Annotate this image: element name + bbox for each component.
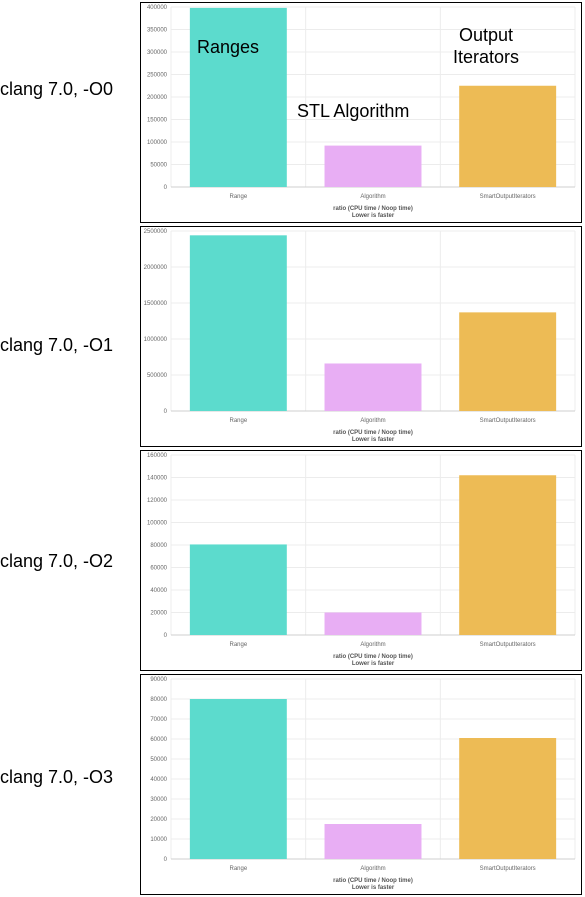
bar-algorithm xyxy=(324,363,422,411)
y-tick-label: 140000 xyxy=(147,476,168,482)
bar-range xyxy=(189,544,287,635)
y-tick-label: 160000 xyxy=(147,453,168,459)
y-tick-label: 400000 xyxy=(147,5,168,11)
y-tick-label: 0 xyxy=(164,185,168,191)
chart-panel-o3: 0 10000 20000 30000 40000 50000 60000 70000 8000… xyxy=(140,674,582,895)
x-axis-subtitle: Lower is faster xyxy=(352,213,395,219)
bar-algorithm xyxy=(324,824,422,859)
bar-smartoutputiterators xyxy=(459,312,557,411)
x-tick-label: SmartOutputIterators xyxy=(480,418,536,424)
annotation-stl-algorithm: STL Algorithm xyxy=(297,101,410,121)
bar-smartoutputiterators xyxy=(459,85,557,187)
y-tick-label: 80000 xyxy=(150,543,167,549)
row-label-o1: clang 7.0, -O1 xyxy=(0,335,114,355)
y-tick-label: 0 xyxy=(164,409,168,415)
x-tick-label: SmartOutputIterators xyxy=(480,866,536,872)
annotation-ranges: Ranges xyxy=(197,37,260,57)
x-axis-title: ratio (CPU time / Noop time) xyxy=(333,430,413,436)
x-axis-subtitle: Lower is faster xyxy=(352,437,395,443)
x-axis-title: ratio (CPU time / Noop time) xyxy=(333,654,413,660)
x-axis-title: ratio (CPU time / Noop time) xyxy=(333,206,413,212)
y-tick-label: 80000 xyxy=(150,697,167,703)
y-tick-label: 20000 xyxy=(150,817,167,823)
bar-range xyxy=(189,699,287,859)
x-tick-label: Algorithm xyxy=(360,866,385,872)
bar-smartoutputiterators xyxy=(459,738,557,859)
y-tick-label: 300000 xyxy=(147,50,168,56)
y-tick-label: 500000 xyxy=(147,373,168,379)
y-tick-label: 90000 xyxy=(150,677,167,683)
y-tick-label: 60000 xyxy=(150,566,167,572)
row-label-o0: clang 7.0, -O0 xyxy=(0,79,114,99)
y-tick-label: 40000 xyxy=(150,777,167,783)
bar-chart-o3: 0 10000 20000 30000 40000 50000 60000 70000 8000… xyxy=(150,677,576,891)
y-tick-label: 120000 xyxy=(147,498,168,504)
x-tick-label: SmartOutputIterators xyxy=(480,642,536,648)
y-tick-label: 50000 xyxy=(150,163,167,169)
bar-chart-o2: 0 20000 40000 60000 80000 100000 120000 140000 1… xyxy=(147,453,576,667)
y-tick-label: 100000 xyxy=(147,521,168,527)
annotation-output-iterators: Output Iterators xyxy=(452,25,520,67)
y-tick-label: 0 xyxy=(164,857,168,863)
y-tick-label: 150000 xyxy=(147,118,168,124)
y-tick-label: 1500000 xyxy=(144,301,168,307)
y-tick-label: 1000000 xyxy=(144,337,168,343)
y-tick-label: 2500000 xyxy=(144,229,168,235)
chart-panel-o1: 0 500000 1000000 1500000 2000000 2500000 Range… xyxy=(140,226,582,447)
x-tick-label: Range xyxy=(229,642,247,648)
bar-algorithm xyxy=(324,612,422,635)
bar-algorithm xyxy=(324,145,422,187)
chart-panel-o0: 0 50000 100000 150000 200000 250000 300000 3500… xyxy=(140,2,582,223)
x-tick-label: Range xyxy=(229,866,247,872)
x-axis-subtitle: Lower is faster xyxy=(352,885,395,891)
y-tick-label: 0 xyxy=(164,633,168,639)
y-tick-label: 100000 xyxy=(147,140,168,146)
bar-range xyxy=(189,7,287,188)
x-tick-label: SmartOutputIterators xyxy=(480,194,536,200)
bar-chart-o0: 0 50000 100000 150000 200000 250000 300000 3500… xyxy=(147,5,576,219)
x-axis-subtitle: Lower is faster xyxy=(352,661,395,667)
y-tick-label: 2000000 xyxy=(144,265,168,271)
row-label-o3: clang 7.0, -O3 xyxy=(0,767,114,787)
bar-chart-o1: 0 500000 1000000 1500000 2000000 2500000 Range… xyxy=(144,229,576,443)
x-tick-label: Algorithm xyxy=(360,418,385,424)
x-tick-label: Range xyxy=(229,418,247,424)
y-tick-label: 200000 xyxy=(147,95,168,101)
x-axis-title: ratio (CPU time / Noop time) xyxy=(333,878,413,884)
y-tick-label: 50000 xyxy=(150,757,167,763)
x-tick-label: Range xyxy=(229,194,247,200)
x-tick-label: Algorithm xyxy=(360,642,385,648)
row-label-o2: clang 7.0, -O2 xyxy=(0,551,114,571)
bar-smartoutputiterators xyxy=(459,475,557,635)
y-tick-label: 30000 xyxy=(150,797,167,803)
y-tick-label: 350000 xyxy=(147,28,168,34)
chart-panel-o2: 0 20000 40000 60000 80000 100000 120000 140000 1… xyxy=(140,450,582,671)
y-tick-label: 20000 xyxy=(150,611,167,617)
y-tick-label: 70000 xyxy=(150,717,167,723)
y-tick-label: 40000 xyxy=(150,588,167,594)
y-tick-label: 250000 xyxy=(147,73,168,79)
y-tick-label: 10000 xyxy=(150,837,167,843)
y-tick-label: 60000 xyxy=(150,737,167,743)
x-tick-label: Algorithm xyxy=(360,194,385,200)
bar-range xyxy=(189,235,287,411)
